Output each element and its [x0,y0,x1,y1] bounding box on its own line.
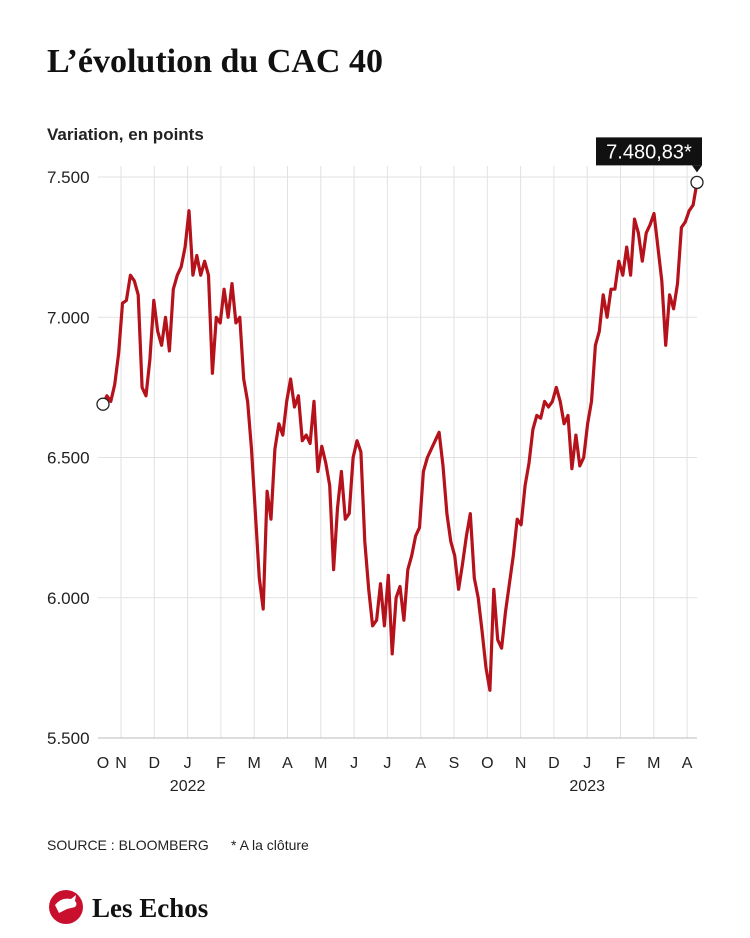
x-tick-label: S [449,755,460,772]
y-tick-label: 6.000 [47,589,90,608]
end-point [690,175,704,190]
line [101,182,699,692]
annotation-box [596,137,702,166]
x-tick-label: N [515,755,527,772]
y-tick-label: 7.000 [47,308,90,327]
annotation-pointer [692,165,702,173]
footnote: * A la clôture [231,837,309,853]
y-tick-label: 7.500 [47,168,90,187]
chart-subtitle: Variation, en points [47,125,204,144]
y-tick-label: 6.500 [47,449,90,468]
x-tick-label: M [314,755,327,772]
x-tick-label: M [647,755,660,772]
x-tick-label: D [149,755,161,772]
logo-bird [55,895,77,913]
x-tick-label: M [248,755,261,772]
x-tick-label: J [383,755,391,772]
annotation-label: 7.480,83* [606,141,692,163]
logo-text: Les Echos [92,893,208,923]
x-tick-label: J [350,755,358,772]
x-tick-label: N [115,755,127,772]
chart-title: L’évolution du CAC 40 [47,43,383,80]
x-tick-label: F [216,755,226,772]
x-tick-label: D [548,755,560,772]
x-tick-label: A [282,755,293,772]
source: SOURCE : BLOOMBERG [47,837,209,853]
x-tick-label: J [184,755,192,772]
x-tick-label: A [682,755,693,772]
x-tick-label: A [415,755,426,772]
x-tick-label: F [616,755,626,772]
x-tick-label: J [583,755,591,772]
start-point [96,397,110,411]
x-tick-label: O [481,755,493,772]
x-year-label: 2023 [569,778,605,795]
x-tick-label: O [97,755,109,772]
x-year-label: 2022 [170,778,206,795]
y-tick-label: 5.500 [47,729,90,748]
